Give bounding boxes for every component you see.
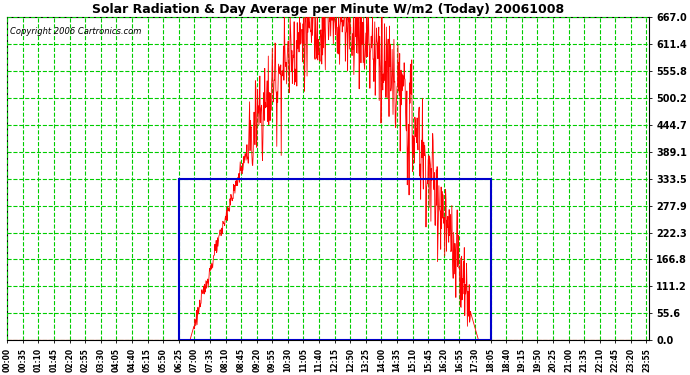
Bar <box>179 178 491 340</box>
Text: Copyright 2006 Cartronics.com: Copyright 2006 Cartronics.com <box>10 27 142 36</box>
Title: Solar Radiation & Day Average per Minute W/m2 (Today) 20061008: Solar Radiation & Day Average per Minute… <box>92 3 564 16</box>
